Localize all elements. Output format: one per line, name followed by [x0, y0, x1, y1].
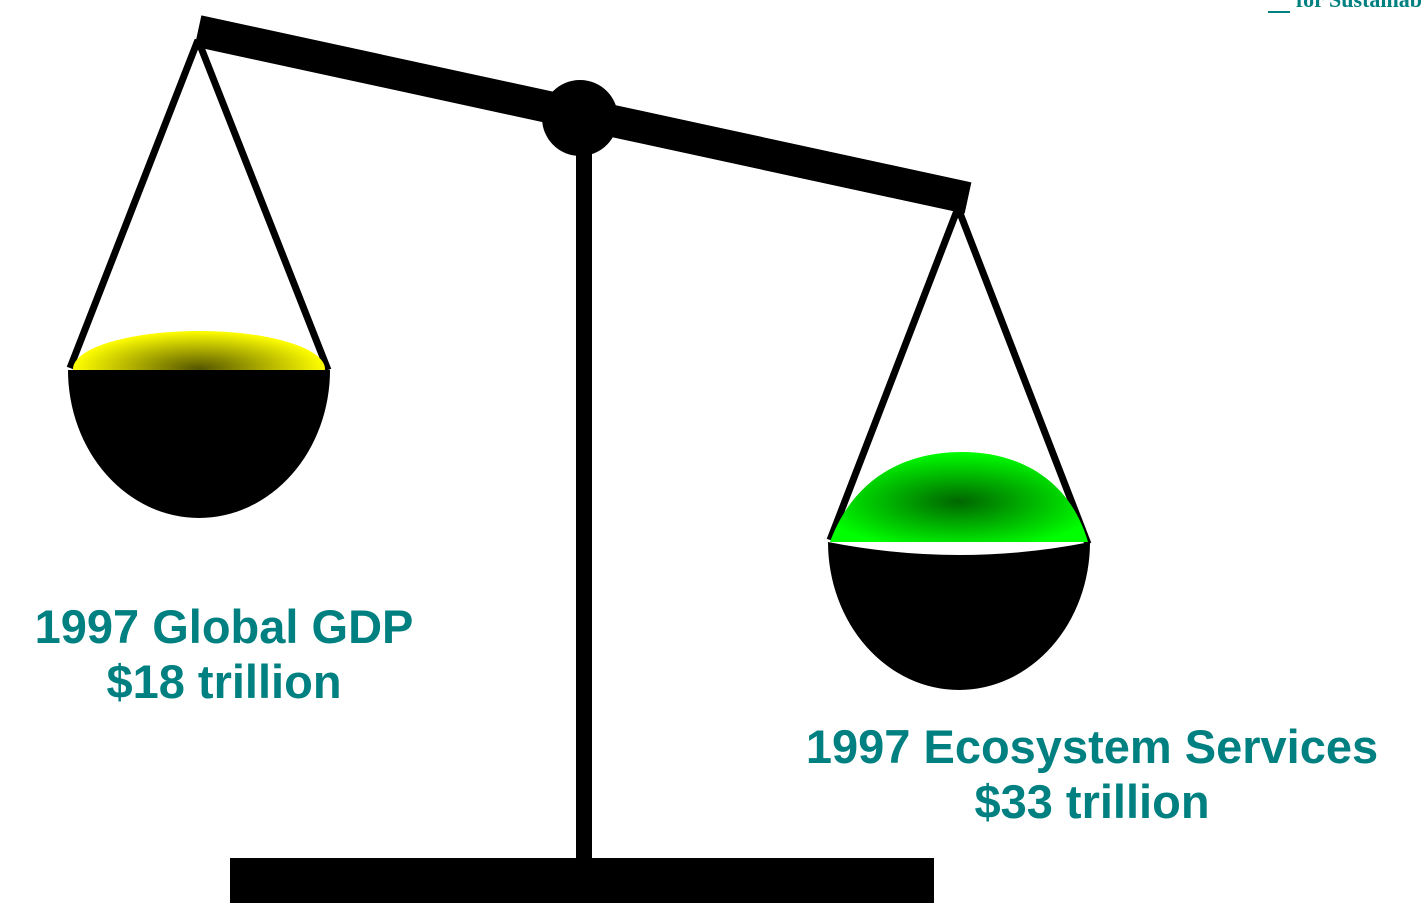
scale-base: [230, 858, 934, 903]
left-pan-bowl: [68, 370, 330, 518]
scale-post: [576, 118, 592, 863]
gdp-year-label: 1997 Global GDP: [34, 600, 414, 653]
gdp-caption: 1997 Global GDP $18 trillion: [0, 600, 448, 709]
left-pan-strings: [66, 38, 332, 372]
scale-pivot: [542, 80, 618, 156]
corner-note-text: for Sustainab: [1296, 0, 1422, 13]
corner-note: for Sustainab: [1267, 0, 1422, 13]
ecosystem-value-label: $33 trillion: [974, 774, 1210, 828]
right-pan-bowl: [828, 542, 1090, 690]
gdp-value-label: $18 trillion: [106, 654, 342, 708]
ecosystem-caption: 1997 Ecosystem Services $33 trillion: [762, 720, 1422, 829]
right-pan-strings: [826, 206, 1092, 546]
green-pan-contents: [830, 452, 1088, 542]
ecosystem-year-label: 1997 Ecosystem Services: [805, 720, 1379, 773]
corner-note-box: [1267, 0, 1290, 13]
